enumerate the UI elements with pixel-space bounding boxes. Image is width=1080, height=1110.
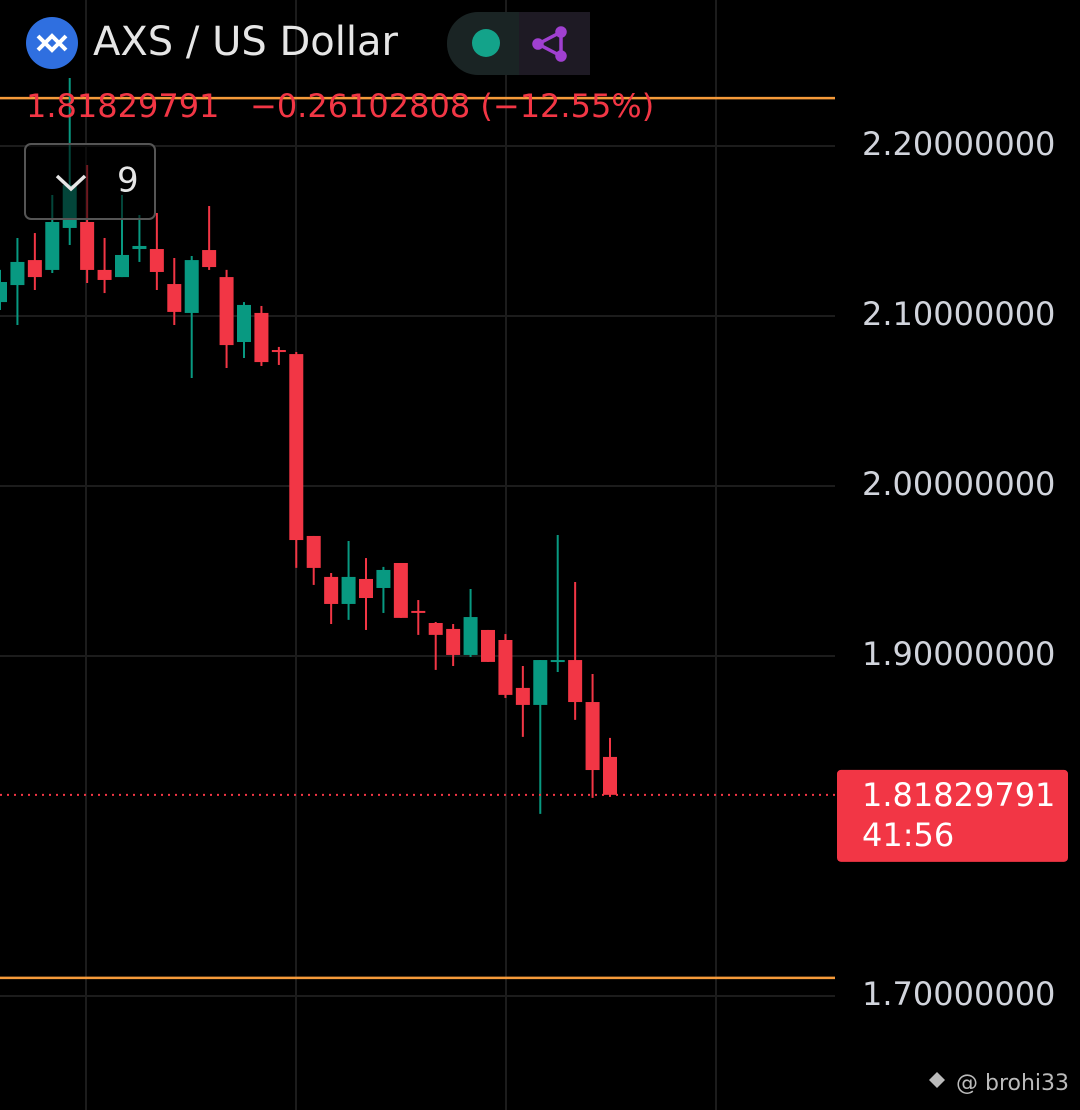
price-label: 1.81829791 <box>862 776 1055 814</box>
header-change: −0.26102808 (−12.55%) <box>250 87 654 125</box>
logo-mark <box>36 33 68 53</box>
candle-body <box>202 250 217 268</box>
candle-body <box>533 660 548 705</box>
candle-body <box>27 260 42 278</box>
candle-body <box>306 535 321 568</box>
candle-body <box>115 254 129 278</box>
candle-body <box>446 628 461 655</box>
interval-label: 9 <box>117 161 139 201</box>
candle-body <box>167 284 182 312</box>
toggle-half[interactable] <box>519 12 590 75</box>
interval-box[interactable] <box>24 143 156 220</box>
candle-body <box>568 660 583 703</box>
chevron <box>55 174 87 192</box>
candle-body <box>603 756 617 795</box>
candle-body <box>428 622 443 635</box>
candle-body <box>585 702 600 771</box>
plot: 2.20000000 2.10000000 2.00000000 1.90000000… <box>0 78 1068 1013</box>
candle-body <box>498 639 513 695</box>
price-label-box <box>837 769 1068 862</box>
candle-body <box>0 282 7 303</box>
logo <box>26 17 78 69</box>
candle-body <box>376 569 391 588</box>
candle-body <box>324 576 339 604</box>
candle-body <box>97 269 112 280</box>
candle-body <box>254 312 269 363</box>
candle-body <box>289 354 304 541</box>
candle-body <box>149 249 164 272</box>
candle-body <box>132 245 147 250</box>
candle-body <box>45 222 60 270</box>
status-dot <box>472 29 500 57</box>
candle-body <box>411 610 426 613</box>
candle-body <box>463 617 478 655</box>
candle-body <box>237 304 251 343</box>
candle-body <box>515 687 530 705</box>
watermark: @ brohi33 <box>956 1071 1069 1096</box>
candle-body <box>10 261 25 286</box>
candle-body <box>481 629 495 662</box>
y-tick-label: 2.00000000 <box>862 465 1055 503</box>
candle-body <box>80 222 95 270</box>
y-tick-label: 1.70000000 <box>862 975 1055 1013</box>
candle-body <box>393 562 408 618</box>
candle-body <box>550 660 565 663</box>
header-price: 1.81829791 <box>26 87 219 125</box>
indicator-icon <box>532 26 567 62</box>
candle-body <box>341 576 356 604</box>
candle-body <box>359 578 373 599</box>
vertical-grid <box>85 0 717 1110</box>
y-tick-label: 2.20000000 <box>862 125 1055 163</box>
y-tick-label: 1.90000000 <box>862 635 1055 673</box>
chart-title: AXS / US Dollar <box>93 19 398 65</box>
y-tick-label: 2.10000000 <box>862 295 1055 333</box>
candle-body <box>219 277 234 346</box>
candle-body <box>271 349 286 353</box>
watermark-icon <box>929 1072 945 1088</box>
overlay: AXS / US Dollar 1.81829791 −0.26102808 (… <box>24 12 1069 1096</box>
countdown-label: 41:56 <box>862 816 954 854</box>
candle-body <box>184 260 199 313</box>
